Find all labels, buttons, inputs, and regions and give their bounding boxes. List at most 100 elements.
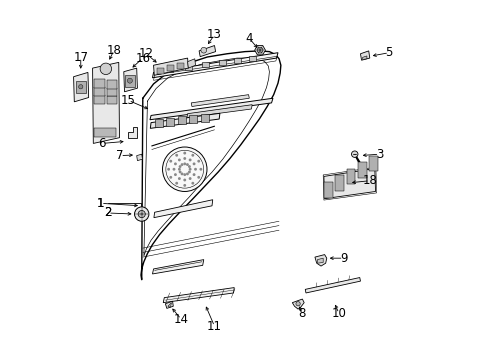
Circle shape: [183, 179, 186, 181]
Circle shape: [179, 171, 181, 174]
Text: 18: 18: [363, 174, 377, 187]
Polygon shape: [324, 168, 375, 199]
FancyBboxPatch shape: [202, 62, 209, 67]
Circle shape: [163, 147, 207, 192]
FancyBboxPatch shape: [167, 65, 174, 71]
FancyBboxPatch shape: [369, 156, 378, 171]
Circle shape: [181, 163, 183, 166]
Circle shape: [172, 168, 175, 171]
Text: 7: 7: [117, 149, 124, 162]
Polygon shape: [191, 95, 249, 107]
Circle shape: [199, 168, 202, 171]
Text: 1: 1: [97, 197, 104, 210]
Text: 11: 11: [207, 320, 222, 333]
Polygon shape: [199, 45, 216, 57]
Polygon shape: [152, 53, 278, 78]
Text: 15: 15: [121, 94, 136, 107]
Circle shape: [183, 152, 186, 154]
Text: 10: 10: [332, 307, 346, 320]
Circle shape: [296, 302, 300, 306]
FancyBboxPatch shape: [95, 79, 105, 88]
FancyBboxPatch shape: [107, 88, 117, 96]
Text: 16: 16: [135, 51, 150, 64]
FancyBboxPatch shape: [220, 60, 226, 65]
Circle shape: [183, 162, 186, 165]
FancyBboxPatch shape: [155, 119, 163, 127]
Polygon shape: [124, 68, 137, 92]
Text: 5: 5: [386, 46, 393, 59]
Text: 6: 6: [98, 137, 106, 150]
FancyBboxPatch shape: [178, 116, 186, 124]
FancyBboxPatch shape: [166, 67, 173, 72]
Text: 12: 12: [139, 47, 154, 60]
Polygon shape: [187, 105, 252, 118]
Polygon shape: [305, 278, 361, 293]
Polygon shape: [168, 303, 172, 307]
Polygon shape: [128, 127, 137, 138]
Circle shape: [135, 207, 149, 221]
FancyBboxPatch shape: [107, 80, 117, 89]
Text: 18: 18: [107, 44, 122, 57]
Polygon shape: [318, 258, 323, 263]
Circle shape: [170, 176, 172, 179]
Circle shape: [194, 168, 197, 171]
FancyBboxPatch shape: [346, 169, 355, 184]
Circle shape: [257, 47, 263, 53]
FancyBboxPatch shape: [185, 65, 193, 70]
Polygon shape: [74, 72, 89, 102]
Circle shape: [183, 184, 186, 187]
Polygon shape: [255, 45, 266, 55]
Circle shape: [193, 162, 196, 165]
Circle shape: [186, 163, 189, 166]
Circle shape: [178, 158, 181, 161]
Circle shape: [178, 168, 181, 171]
Polygon shape: [152, 260, 204, 274]
Circle shape: [188, 165, 191, 168]
Polygon shape: [188, 59, 196, 68]
Circle shape: [186, 172, 189, 175]
Circle shape: [127, 78, 132, 83]
Text: 4: 4: [245, 32, 253, 45]
Circle shape: [179, 165, 181, 168]
Circle shape: [100, 63, 112, 75]
Circle shape: [175, 182, 178, 185]
Circle shape: [201, 47, 207, 53]
Circle shape: [178, 177, 181, 180]
FancyBboxPatch shape: [167, 118, 174, 126]
Polygon shape: [363, 56, 367, 59]
Text: 8: 8: [299, 307, 306, 320]
Text: 14: 14: [173, 312, 189, 326]
Polygon shape: [293, 299, 304, 309]
Circle shape: [174, 173, 177, 176]
Text: 3: 3: [376, 148, 383, 161]
FancyBboxPatch shape: [95, 95, 105, 104]
Text: 17: 17: [74, 51, 88, 64]
Polygon shape: [150, 113, 220, 129]
Circle shape: [181, 172, 183, 175]
Circle shape: [167, 168, 170, 171]
FancyBboxPatch shape: [76, 81, 86, 93]
Polygon shape: [150, 98, 273, 120]
Polygon shape: [154, 200, 213, 218]
Polygon shape: [153, 58, 188, 75]
FancyBboxPatch shape: [157, 68, 164, 74]
FancyBboxPatch shape: [190, 115, 197, 123]
FancyBboxPatch shape: [324, 182, 333, 198]
Circle shape: [189, 168, 192, 171]
Circle shape: [192, 154, 194, 157]
Polygon shape: [137, 154, 143, 161]
FancyBboxPatch shape: [95, 129, 116, 137]
Polygon shape: [163, 288, 234, 303]
FancyBboxPatch shape: [177, 63, 184, 69]
Circle shape: [351, 151, 358, 157]
Text: 2: 2: [104, 207, 112, 220]
Circle shape: [197, 160, 200, 163]
FancyBboxPatch shape: [248, 56, 256, 61]
FancyBboxPatch shape: [95, 87, 105, 96]
FancyBboxPatch shape: [234, 58, 241, 63]
FancyBboxPatch shape: [125, 75, 135, 87]
Polygon shape: [361, 51, 370, 60]
Circle shape: [183, 157, 186, 160]
Text: 13: 13: [207, 28, 222, 41]
FancyBboxPatch shape: [358, 162, 367, 178]
